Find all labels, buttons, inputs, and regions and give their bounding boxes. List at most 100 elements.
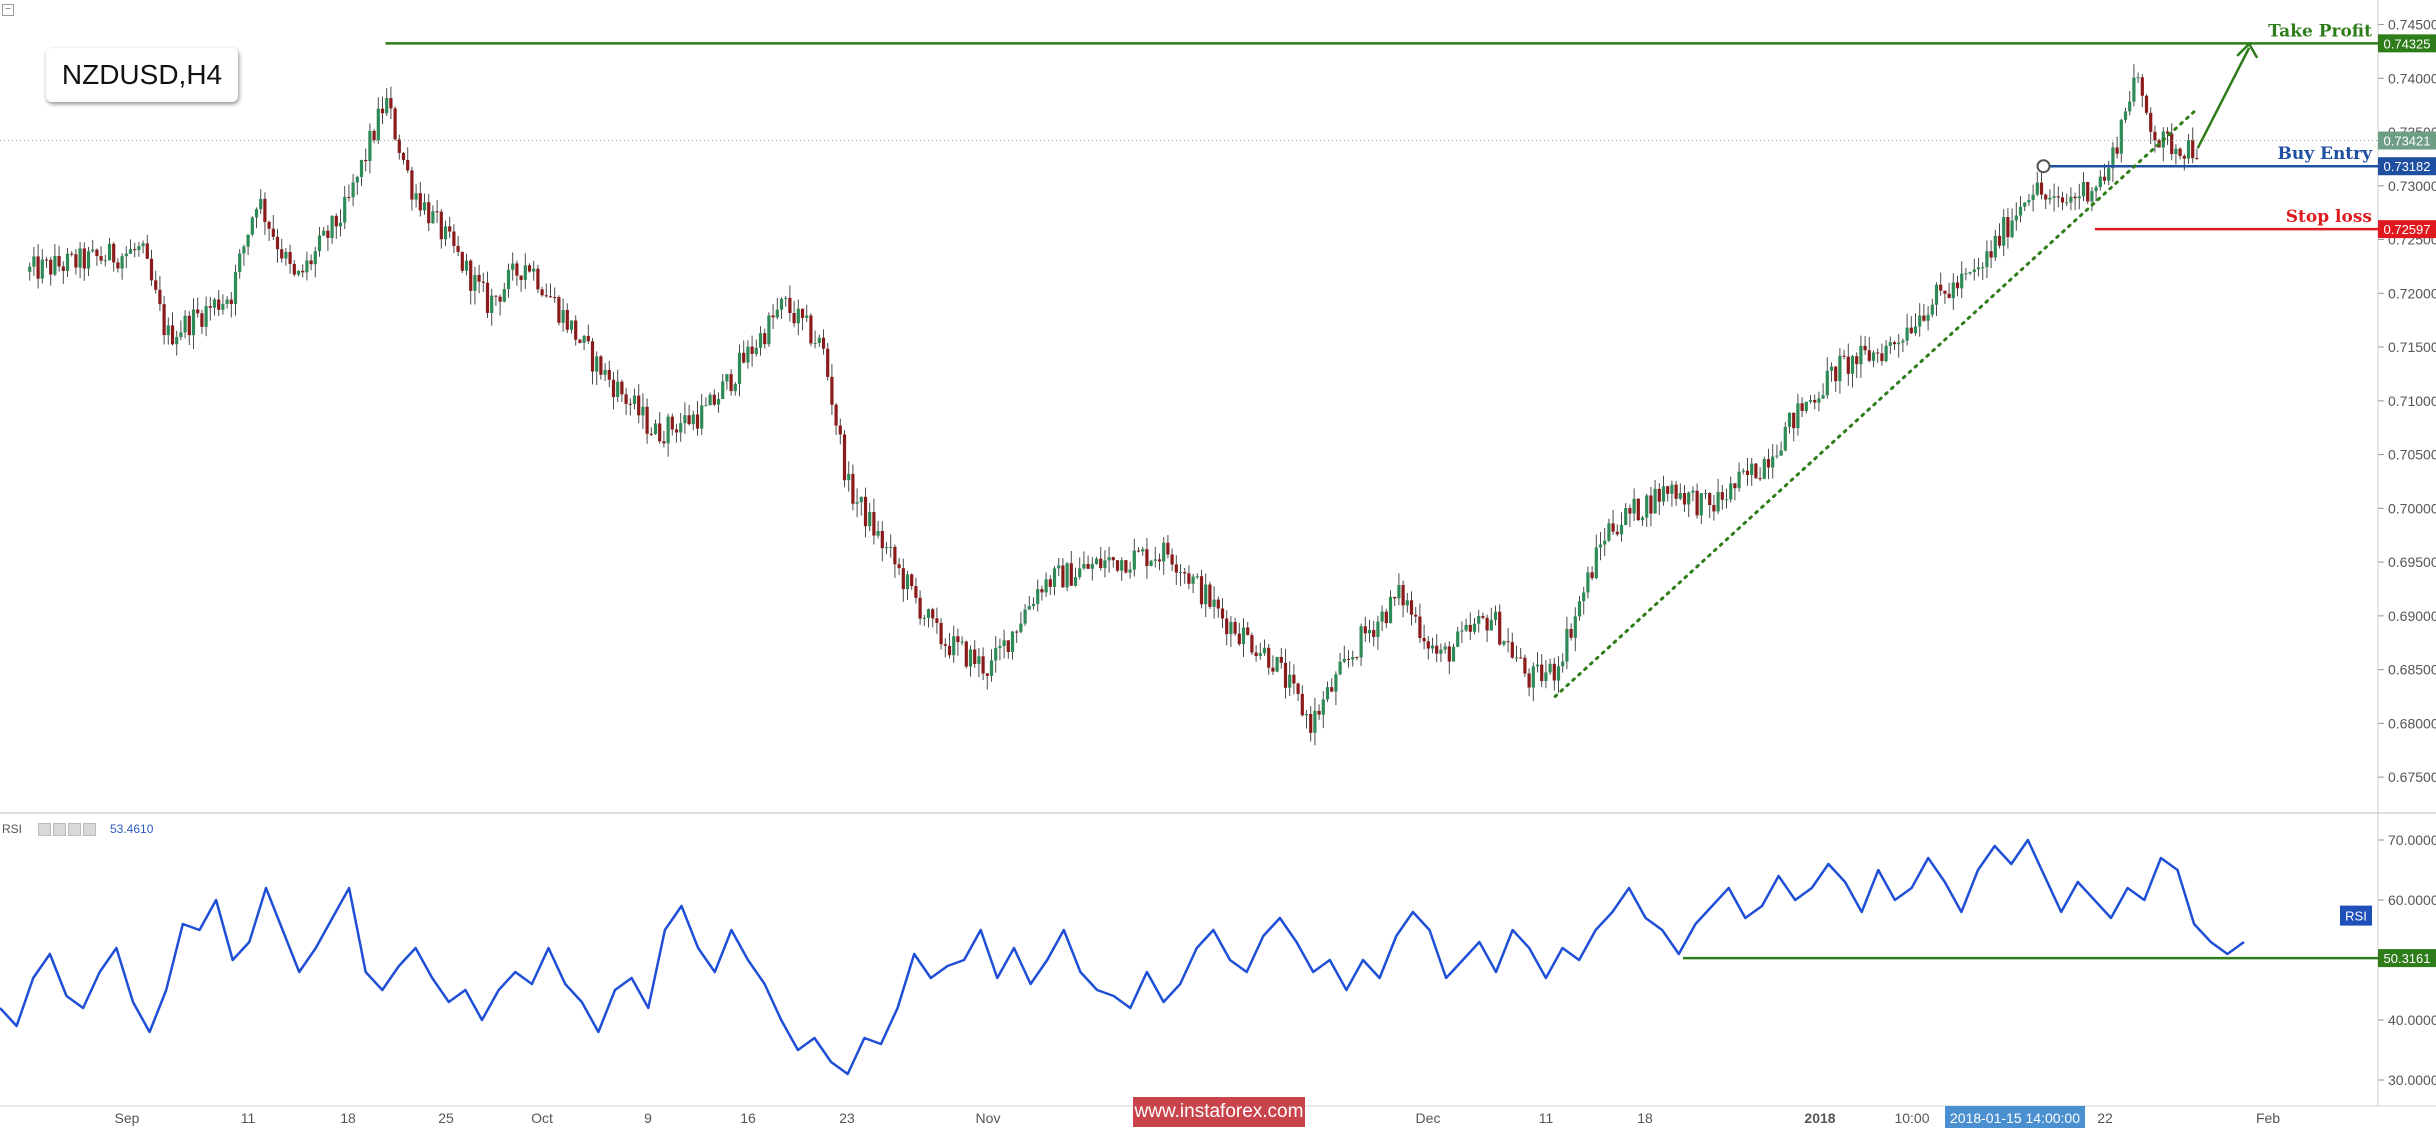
candle — [1531, 662, 1535, 702]
candle — [2044, 193, 2048, 210]
candle — [1876, 348, 1880, 363]
rsi-indicator-label[interactable]: RSI — [2, 822, 23, 836]
candle — [1666, 485, 1670, 502]
candle — [2006, 208, 2010, 249]
candle — [2010, 208, 2014, 239]
candle — [91, 239, 95, 253]
stop-loss-badge — [2378, 220, 2436, 239]
candle — [1939, 272, 1943, 296]
candle — [204, 296, 208, 337]
candle — [1330, 678, 1334, 693]
candle — [1212, 586, 1216, 619]
candle — [301, 264, 305, 278]
candle — [1859, 335, 1863, 378]
candle — [1510, 632, 1514, 659]
candle — [330, 215, 334, 244]
candle — [893, 544, 897, 579]
candle — [1300, 685, 1304, 717]
more-icon[interactable] — [83, 823, 96, 836]
candle — [1477, 609, 1481, 633]
candle — [1065, 562, 1069, 592]
candle — [2182, 153, 2186, 171]
support-trendline[interactable] — [1553, 106, 2200, 698]
candle — [632, 388, 637, 410]
candle — [1363, 616, 1367, 643]
candle — [532, 260, 536, 281]
candle — [1279, 647, 1283, 669]
take-profit-label: Take Profit — [2268, 21, 2372, 41]
candle — [1909, 316, 1913, 335]
candle — [683, 402, 687, 434]
collapse-icon[interactable]: − — [2, 4, 14, 16]
candle — [1422, 624, 1426, 650]
candle — [1993, 229, 1997, 261]
candle — [1535, 652, 1540, 673]
rsi-pane: 50.3161 RSI — [0, 838, 2436, 1076]
rsi-line — [0, 838, 2245, 1076]
candle — [1997, 223, 2002, 249]
candle — [490, 288, 494, 326]
candle — [460, 251, 464, 273]
candle — [943, 638, 947, 658]
candle — [1254, 645, 1258, 662]
candle — [2178, 147, 2182, 160]
candle — [1237, 622, 1241, 646]
candle — [1825, 357, 1829, 399]
visibility-icon[interactable] — [38, 823, 51, 836]
candle — [956, 628, 960, 656]
candle — [1178, 564, 1183, 587]
stop-loss-label: Stop loss — [2286, 207, 2372, 227]
candle — [1913, 313, 1918, 336]
rsi-controls — [38, 823, 96, 836]
candle — [1766, 448, 1771, 480]
settings-icon[interactable] — [53, 823, 66, 836]
candle — [2052, 183, 2056, 212]
candle — [750, 335, 754, 367]
buy-entry-value: 0.73182 — [2384, 159, 2431, 174]
candle — [1523, 654, 1527, 677]
close-icon[interactable] — [68, 823, 81, 836]
candle — [1002, 629, 1006, 659]
candle — [313, 246, 317, 278]
candle — [1645, 493, 1649, 527]
candle — [595, 351, 599, 385]
candle — [897, 557, 901, 576]
candle — [511, 252, 515, 281]
candle — [1687, 491, 1691, 518]
candle — [662, 430, 666, 448]
candle — [57, 245, 61, 272]
candle — [124, 246, 128, 269]
candle — [918, 590, 922, 625]
candle — [1712, 494, 1716, 521]
candle — [674, 423, 679, 443]
trade-overlays: 0.73421 Take Profit 0.74325 Buy Entry 0.7318… — [0, 21, 2436, 698]
candle — [1603, 528, 1607, 556]
candle — [910, 573, 914, 590]
candle — [2027, 193, 2031, 207]
candle — [254, 207, 259, 229]
candle — [905, 570, 910, 601]
price-tick-label: 0.68500 — [2388, 662, 2436, 678]
candle — [506, 263, 511, 298]
candle — [263, 192, 267, 235]
candle — [2048, 189, 2052, 205]
candle — [1703, 489, 1708, 500]
candle — [733, 382, 737, 396]
candle — [443, 220, 448, 246]
buy-entry-marker[interactable] — [2036, 159, 2051, 174]
candle — [2123, 107, 2128, 123]
candle — [1170, 548, 1174, 572]
candle — [1464, 618, 1468, 632]
candle — [116, 258, 120, 273]
candle — [1220, 598, 1225, 629]
candle — [406, 147, 410, 173]
candle — [1107, 546, 1111, 573]
candle — [238, 248, 242, 279]
candle — [2035, 171, 2039, 197]
candle — [620, 379, 624, 402]
candle — [368, 123, 372, 174]
candle — [1619, 512, 1624, 542]
candle — [2060, 191, 2065, 211]
candle — [775, 297, 779, 320]
candle — [1405, 592, 1409, 613]
